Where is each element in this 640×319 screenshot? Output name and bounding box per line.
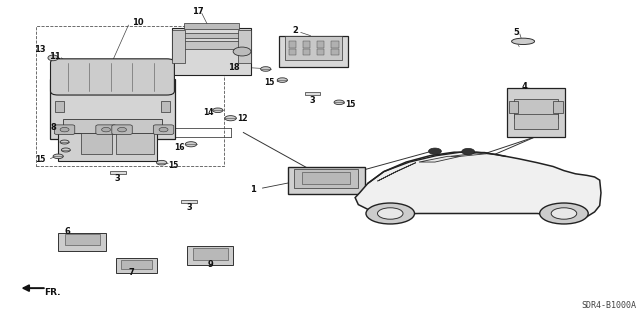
Text: 8: 8 [50, 122, 56, 132]
Ellipse shape [53, 154, 63, 159]
Text: 9: 9 [207, 260, 213, 270]
Bar [331, 41, 339, 48]
Bar [285, 36, 342, 60]
Bar [279, 36, 348, 67]
Bar [172, 30, 184, 63]
Text: 16: 16 [174, 143, 185, 152]
Text: FR.: FR. [44, 288, 61, 297]
Ellipse shape [185, 142, 196, 147]
Bar [116, 133, 154, 154]
Bar [193, 248, 228, 260]
FancyBboxPatch shape [54, 125, 75, 134]
Bar [238, 30, 251, 63]
Ellipse shape [159, 127, 168, 132]
Bar [509, 101, 518, 114]
Bar [58, 233, 106, 251]
Text: 3: 3 [310, 96, 316, 105]
Ellipse shape [118, 127, 127, 132]
Bar [36, 26, 224, 166]
Polygon shape [419, 156, 461, 162]
Text: 14: 14 [203, 108, 214, 117]
FancyBboxPatch shape [112, 125, 132, 134]
Ellipse shape [260, 67, 271, 71]
Ellipse shape [233, 47, 251, 56]
Ellipse shape [212, 108, 223, 113]
Bar [116, 258, 157, 273]
Bar [289, 41, 296, 48]
Text: 13: 13 [35, 45, 46, 55]
Ellipse shape [225, 116, 236, 121]
Bar [303, 49, 310, 55]
Ellipse shape [540, 203, 588, 224]
Text: 5: 5 [514, 28, 520, 37]
Bar [181, 33, 242, 39]
Bar [181, 200, 197, 203]
Ellipse shape [511, 38, 534, 45]
Ellipse shape [48, 55, 58, 61]
Text: SDR4-B1000A: SDR4-B1000A [581, 301, 636, 310]
Bar [109, 171, 125, 174]
Ellipse shape [429, 148, 442, 154]
Text: 11: 11 [49, 52, 61, 61]
Ellipse shape [60, 127, 69, 132]
Text: 15: 15 [35, 155, 45, 164]
Text: 18: 18 [228, 63, 239, 72]
Bar [554, 101, 563, 114]
Text: 15: 15 [168, 161, 179, 170]
Text: 12: 12 [237, 114, 247, 123]
Text: 1: 1 [250, 185, 256, 194]
Bar [289, 49, 296, 55]
Bar [331, 49, 339, 55]
Text: 3: 3 [186, 203, 192, 212]
Text: 4: 4 [522, 82, 527, 91]
Text: 15: 15 [264, 78, 274, 87]
Polygon shape [451, 153, 486, 156]
Ellipse shape [157, 160, 167, 165]
Bar [184, 23, 239, 29]
FancyBboxPatch shape [154, 125, 173, 134]
Bar [288, 167, 365, 194]
Ellipse shape [60, 140, 69, 144]
Text: 3: 3 [115, 174, 120, 183]
Bar [63, 119, 162, 133]
Polygon shape [378, 163, 416, 181]
Text: 6: 6 [65, 227, 70, 236]
Bar [122, 260, 152, 269]
Bar [172, 28, 252, 75]
Ellipse shape [102, 127, 111, 132]
Ellipse shape [334, 100, 344, 105]
Bar [294, 169, 358, 188]
Bar [54, 100, 64, 112]
Bar [514, 114, 557, 129]
Text: 7: 7 [129, 268, 134, 277]
Ellipse shape [551, 208, 577, 219]
Text: 15: 15 [346, 100, 356, 109]
Bar [303, 172, 350, 184]
Bar [317, 49, 324, 55]
Bar [514, 99, 557, 118]
Text: 2: 2 [292, 26, 299, 35]
FancyBboxPatch shape [51, 59, 174, 95]
Bar [65, 234, 100, 245]
Bar [303, 41, 310, 48]
Bar [507, 88, 564, 137]
Bar [181, 41, 242, 49]
Text: 10: 10 [132, 19, 144, 27]
Ellipse shape [378, 208, 403, 219]
Bar [305, 92, 319, 95]
FancyBboxPatch shape [96, 125, 116, 134]
Polygon shape [355, 152, 601, 217]
Ellipse shape [61, 148, 70, 152]
Ellipse shape [366, 203, 415, 224]
Bar [58, 132, 157, 161]
Text: 17: 17 [191, 7, 203, 16]
Ellipse shape [277, 78, 287, 82]
Bar [187, 246, 233, 265]
Bar [161, 100, 170, 112]
Bar [81, 133, 113, 154]
Bar [50, 78, 175, 139]
Ellipse shape [462, 148, 474, 155]
Bar [317, 41, 324, 48]
